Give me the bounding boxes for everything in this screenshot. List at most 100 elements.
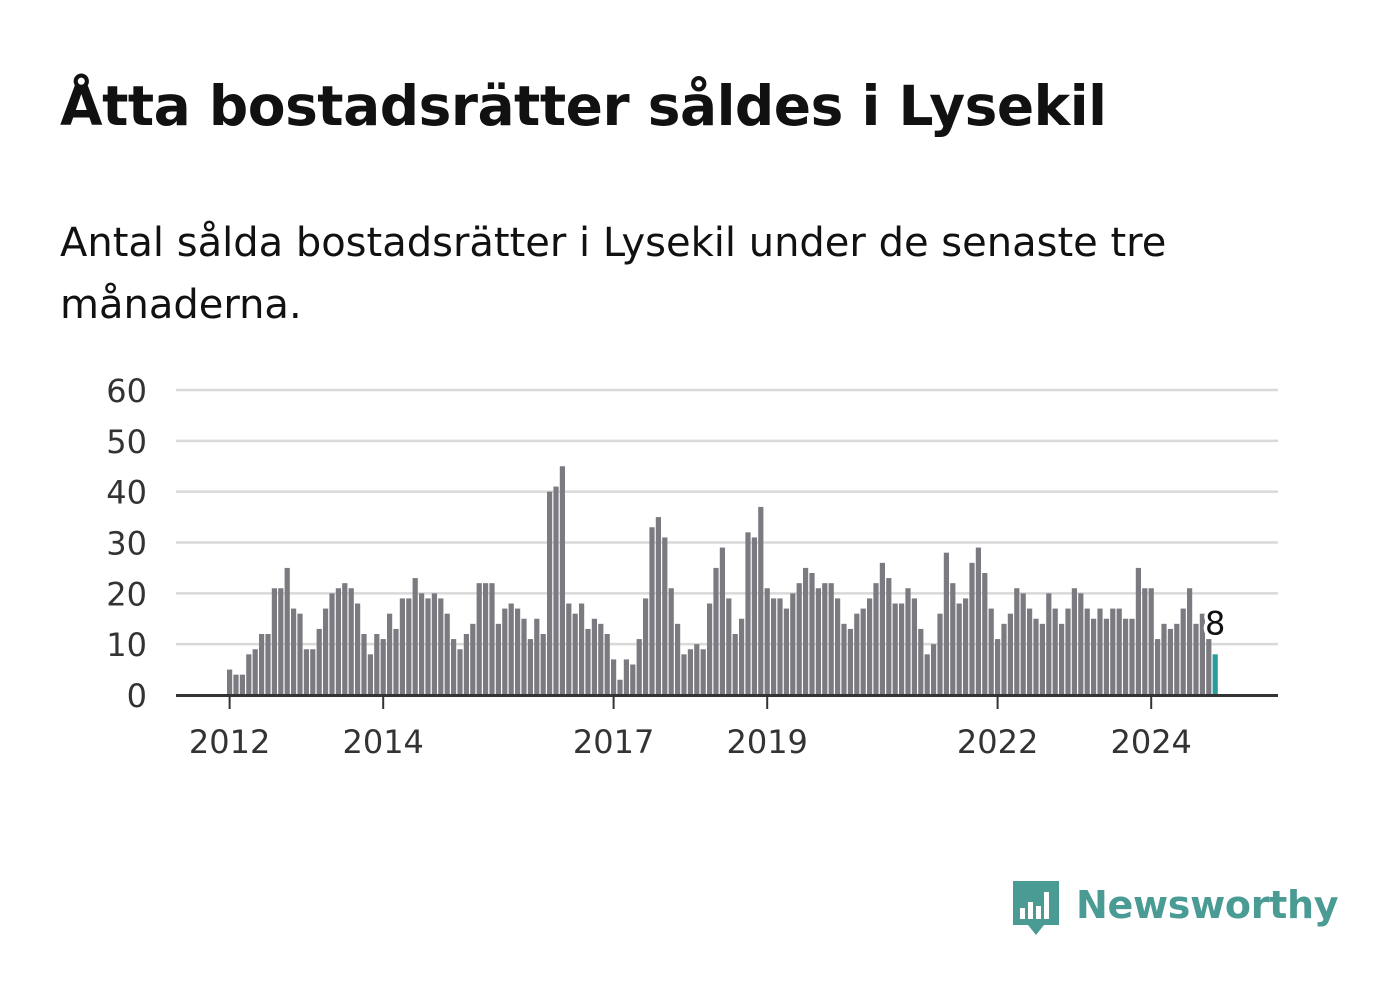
y-axis-labels: 0 10 20 30 40 50 60 <box>106 372 147 715</box>
bar <box>905 588 911 695</box>
bar <box>963 598 969 695</box>
bar-highlight <box>1212 654 1218 695</box>
bar <box>1014 588 1020 695</box>
bar <box>1199 613 1205 695</box>
newsworthy-logo: Newsworthy <box>1010 878 1339 940</box>
bar <box>662 537 668 695</box>
annotations: 8 <box>1202 601 1229 646</box>
bar <box>1039 623 1045 695</box>
bar <box>425 598 431 695</box>
brand-name: Newsworthy <box>1076 883 1339 927</box>
bar <box>758 506 764 695</box>
bar <box>655 517 661 695</box>
bar <box>515 608 521 695</box>
bar <box>297 613 303 695</box>
y-tick-label: 50 <box>106 423 147 461</box>
bar <box>284 567 290 695</box>
bar <box>1187 588 1193 695</box>
bar <box>751 537 757 695</box>
bar <box>1033 618 1039 695</box>
bar <box>988 608 994 695</box>
bar <box>860 608 866 695</box>
bar <box>790 593 796 695</box>
bar <box>476 583 482 695</box>
bar <box>540 634 546 695</box>
x-axis-ticks: 2012 2014 2017 2019 2022 2024 <box>189 695 1192 761</box>
bar <box>841 623 847 695</box>
bar <box>649 527 655 695</box>
bar <box>969 562 975 695</box>
bar <box>553 486 559 695</box>
bar <box>835 598 841 695</box>
bar <box>822 583 828 695</box>
bar <box>559 466 565 695</box>
bar <box>444 613 450 695</box>
x-tick-label: 2014 <box>342 723 423 761</box>
bar <box>1001 623 1007 695</box>
bar <box>617 679 623 695</box>
bar <box>1097 608 1103 695</box>
bar <box>598 623 604 695</box>
y-tick-label: 0 <box>127 677 147 715</box>
bar <box>1007 613 1013 695</box>
bar <box>739 618 745 695</box>
bar <box>732 634 738 695</box>
bar <box>771 598 777 695</box>
bar <box>681 654 687 695</box>
x-tick-label: 2017 <box>573 723 654 761</box>
bar <box>1110 608 1116 695</box>
bar <box>623 659 629 695</box>
bar <box>700 649 706 695</box>
bar <box>361 634 367 695</box>
bar <box>713 567 719 695</box>
bar-chart-speech-bubble-icon <box>1013 881 1059 935</box>
bars <box>227 466 1218 695</box>
bar <box>239 674 245 695</box>
bar <box>534 618 540 695</box>
bar <box>604 634 610 695</box>
bar <box>1206 639 1212 695</box>
bar <box>291 608 297 695</box>
last-value-label: 8 <box>1205 604 1225 642</box>
bar <box>611 659 617 695</box>
bar <box>438 598 444 695</box>
bar <box>367 654 373 695</box>
bar <box>527 639 533 695</box>
bar <box>316 628 322 695</box>
y-tick-label: 30 <box>106 525 147 563</box>
bar <box>1167 628 1173 695</box>
bar <box>956 603 962 695</box>
bar <box>374 634 380 695</box>
bar <box>1123 618 1129 695</box>
bar <box>783 608 789 695</box>
chart-subtitle: Antal sålda bostadsrätter i Lysekil unde… <box>60 220 1167 328</box>
bar <box>803 567 809 695</box>
bar <box>521 618 527 695</box>
bar <box>1059 623 1065 695</box>
bar <box>1020 593 1026 695</box>
chart-title: Åtta bostadsrätter såldes i Lysekil <box>60 74 1107 138</box>
bar <box>809 573 815 695</box>
x-tick-label: 2024 <box>1110 723 1191 761</box>
bar <box>1180 608 1186 695</box>
bar <box>1129 618 1135 695</box>
bar <box>387 613 393 695</box>
bar <box>1161 623 1167 695</box>
x-tick-label: 2019 <box>726 723 807 761</box>
y-tick-label: 20 <box>106 575 147 613</box>
bar <box>924 654 930 695</box>
bar <box>777 598 783 695</box>
bar <box>1103 618 1109 695</box>
bar <box>303 649 309 695</box>
y-tick-label: 40 <box>106 474 147 512</box>
bar <box>246 654 252 695</box>
bar <box>227 669 233 695</box>
y-tick-label: 10 <box>106 626 147 664</box>
bar <box>566 603 572 695</box>
bar <box>745 532 751 695</box>
bar <box>1071 588 1077 695</box>
bar <box>918 628 924 695</box>
bar <box>342 583 348 695</box>
bar <box>329 593 335 695</box>
bar <box>470 623 476 695</box>
